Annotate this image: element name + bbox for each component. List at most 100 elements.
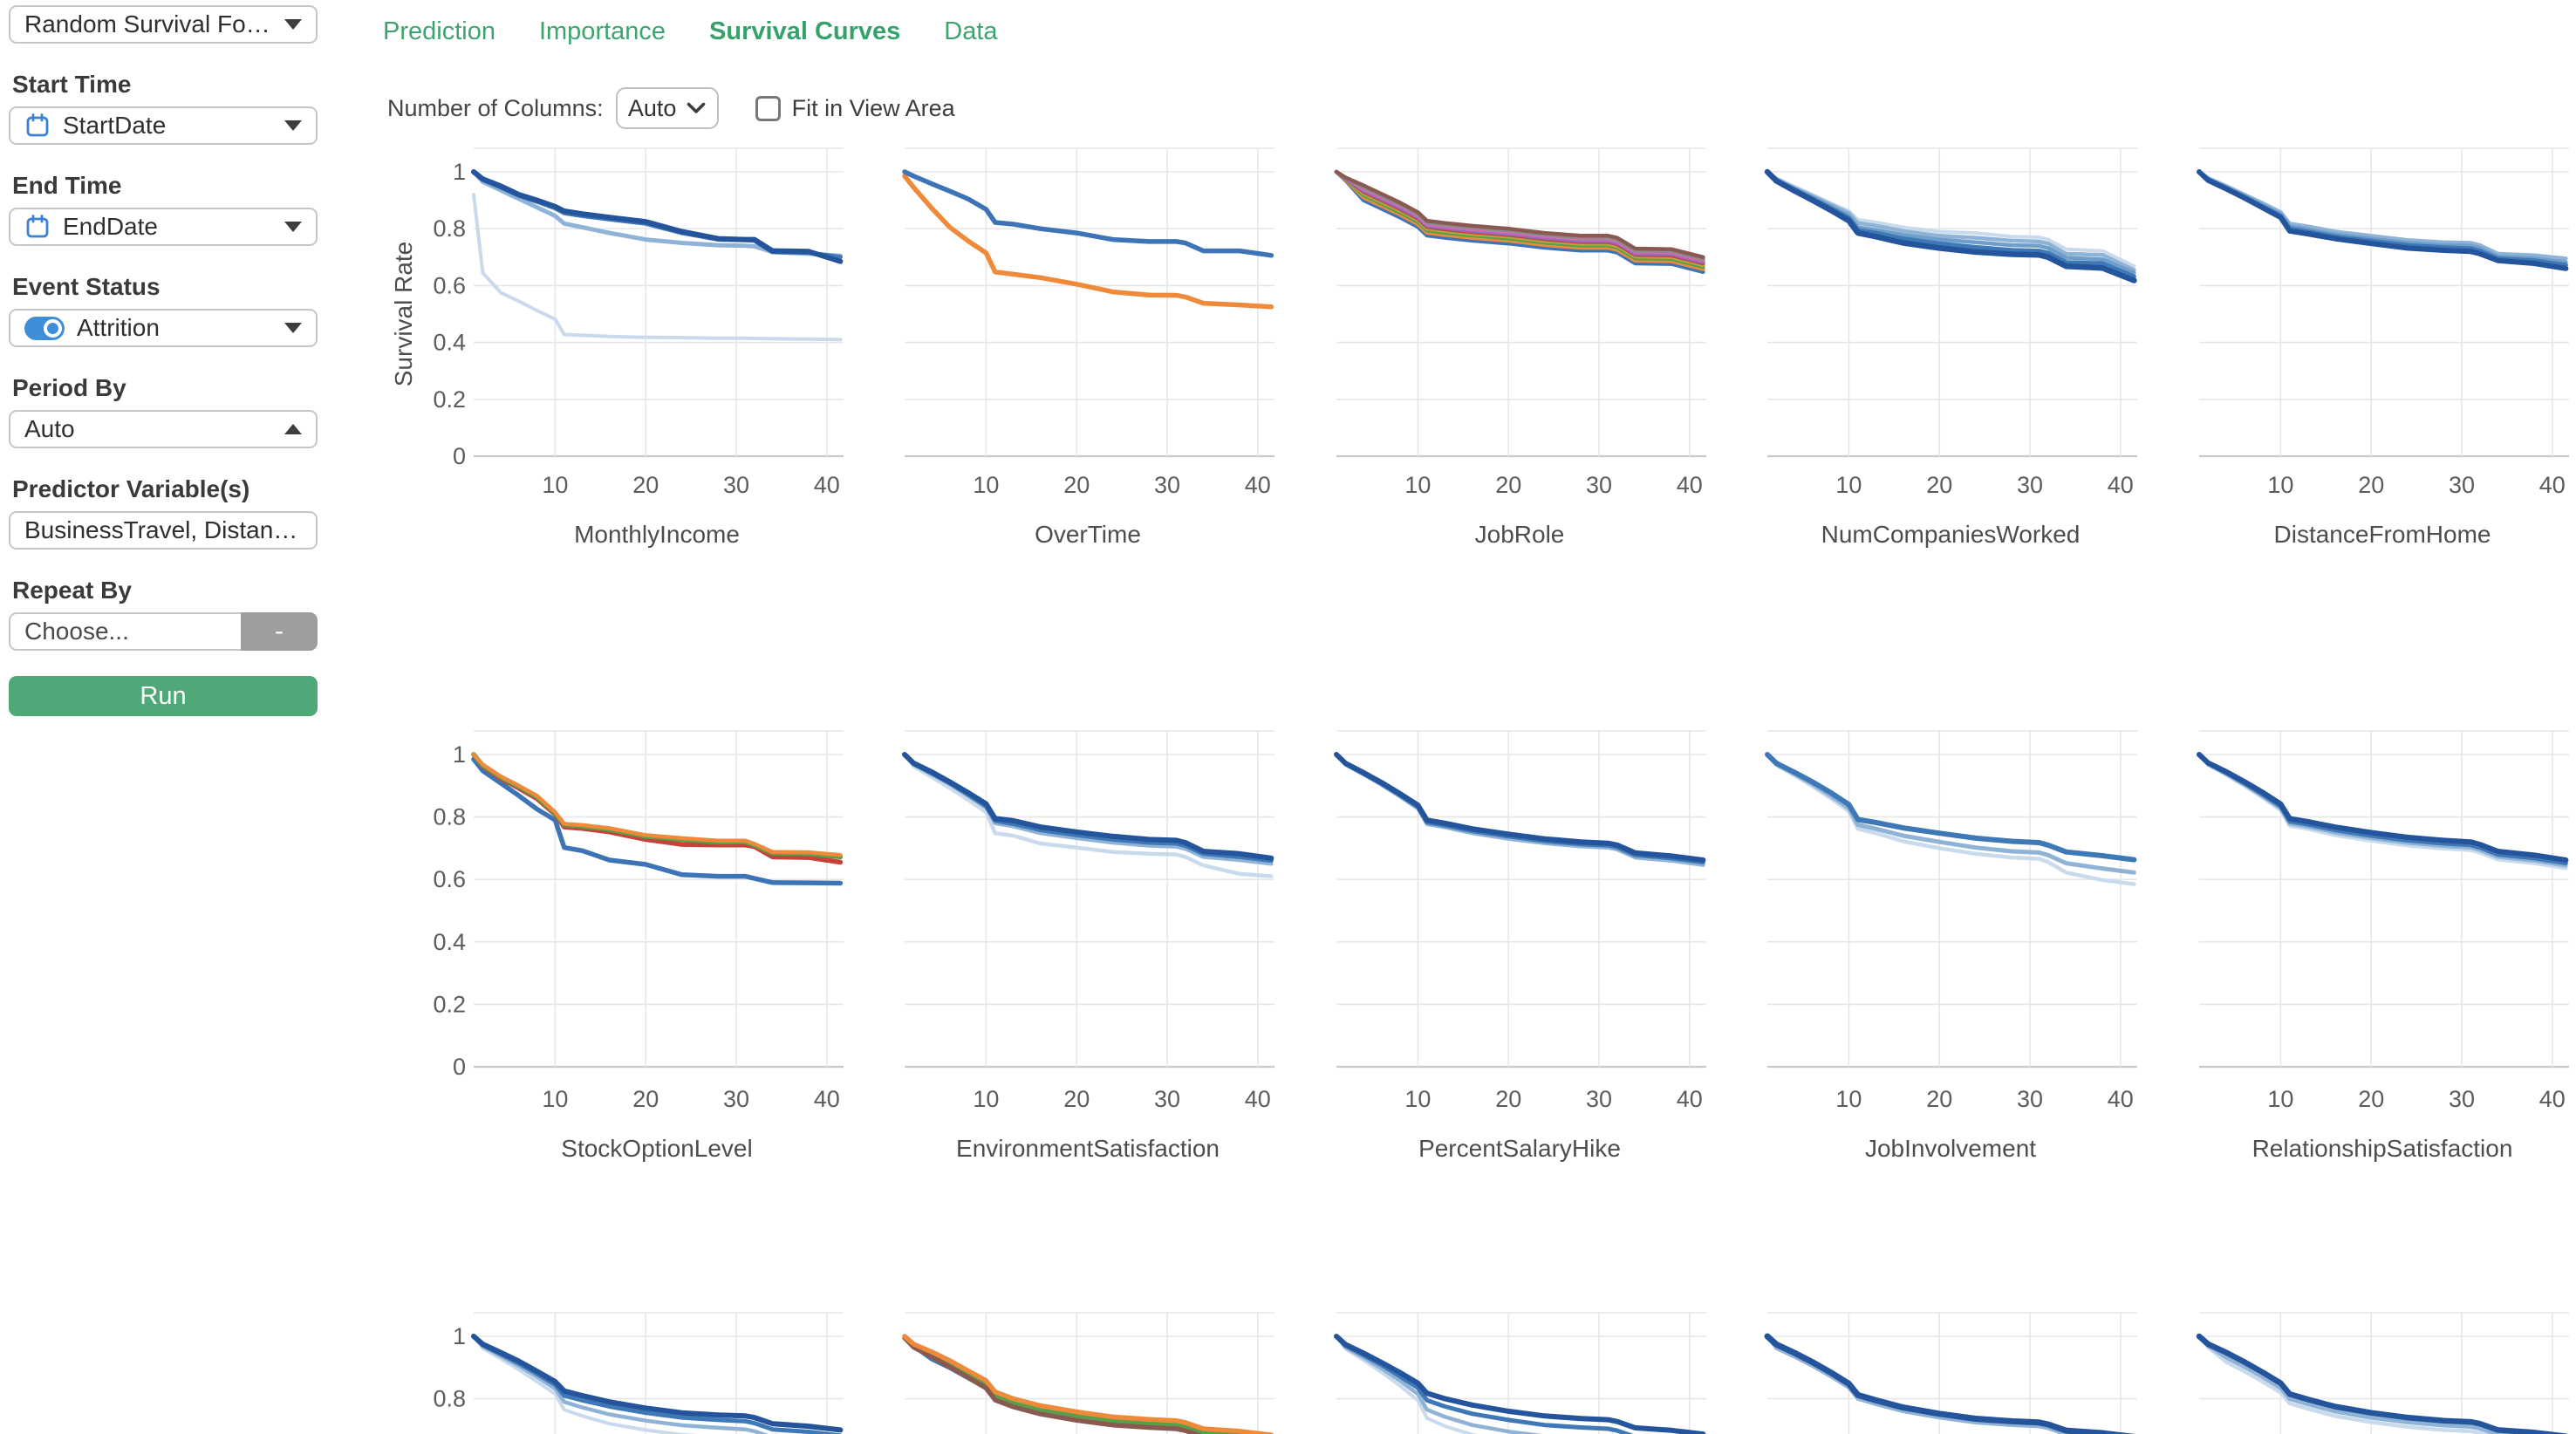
repeat-by-value: Choose... [24,618,129,645]
series-line [471,169,843,258]
survival-chart-EnvironmentSatisfaction[interactable]: 10 20 30 40 EnvironmentSatisfaction [806,722,1281,1176]
x-tick-label: 10 [542,472,568,498]
y-tick-label: 0.8 [433,804,466,830]
tab-prediction[interactable]: Prediction [383,17,495,45]
x-tick-label: 30 [2017,1086,2043,1112]
period-by-select[interactable]: Auto [9,410,318,448]
survival-chart-PercentSalaryHike[interactable]: 10 20 30 40 PercentSalaryHike [1238,722,1713,1176]
series-line [1334,752,1706,863]
series-line [2197,169,2568,268]
tab-survival-curves[interactable]: Survival Curves [709,17,901,45]
series-line [902,169,1274,258]
repeat-by-remove-button[interactable]: - [241,612,318,651]
x-tick-label: 40 [1245,1086,1271,1112]
series-line [1765,169,2136,279]
survival-chart-StockOptionLevel[interactable]: 0 0.2 0.4 0.6 0.8 1 10 20 30 40 StockOptionLevel [375,722,851,1176]
survival-chart-JobInvolvement[interactable]: 10 20 30 40 JobInvolvement [1669,722,2144,1176]
x-tick-label: 30 [723,472,749,498]
fit-view-checkbox[interactable] [755,95,781,121]
survival-chart-row3-col5[interactable] [2101,1304,2576,1434]
run-button[interactable]: Run [9,676,318,716]
series-line [471,752,843,857]
chart-title: StockOptionLevel [561,1135,752,1162]
x-tick-label: 20 [1926,1086,1952,1112]
sidebar: Random Survival Forest Start Time StartD… [9,5,318,716]
series-line [471,756,844,886]
survival-chart-MonthlyIncome[interactable]: 0 0.2 0.4 0.6 0.8 1 Survival Rate 10 20 30 40 Month… [375,140,851,576]
series-line [1765,169,2136,272]
survival-chart-NumCompaniesWorked[interactable]: 10 20 30 40 NumCompaniesWorked [1669,140,2144,576]
tab-data[interactable]: Data [944,17,998,45]
survival-chart-row3-col2[interactable] [806,1304,1281,1434]
x-tick-label: 10 [973,1086,999,1112]
survival-chart-row3-col4[interactable] [1669,1304,2144,1434]
chart-controls: Number of Columns: Auto Fit in View Area [387,87,955,129]
repeat-by-label: Repeat By [12,577,132,604]
repeat-by-group: Repeat By Choose... - [9,577,318,651]
fit-view-label: Fit in View Area [791,94,955,121]
series-line [471,752,844,865]
x-tick-label: 30 [1154,472,1180,498]
chevron-down-icon [284,120,302,131]
x-tick-label: 20 [1063,472,1090,498]
chevron-down-icon [284,222,302,232]
series-line [472,193,843,342]
event-status-select[interactable]: Attrition [9,309,318,347]
series-line [2197,169,2568,264]
chevron-up-icon [284,424,302,434]
y-axis-title: Survival Rate [390,242,417,387]
x-tick-label: 10 [1404,472,1431,498]
model-select[interactable]: Random Survival Forest [9,5,318,44]
x-tick-label: 10 [1835,1086,1862,1112]
chevron-down-icon [687,102,706,113]
x-tick-label: 20 [632,1086,659,1112]
series-line [902,1334,1227,1434]
y-tick-label: 0.4 [433,929,466,955]
columns-count-select[interactable]: Auto [615,87,719,129]
minus-icon: - [275,617,284,645]
series-line [1765,752,2137,863]
repeat-by-select[interactable]: Choose... [9,612,241,651]
series-line [471,169,844,264]
x-tick-label: 20 [1063,1086,1090,1112]
end-time-label: End Time [12,172,122,199]
series-line [2197,752,2568,866]
y-tick-label: 0.8 [433,1386,466,1412]
predictor-input[interactable]: BusinessTravel, DistanceFr… [9,511,318,550]
calendar-icon [24,113,51,139]
survival-chart-JobRole[interactable]: 10 20 30 40 JobRole [1238,140,1713,576]
series-line [1334,169,1705,260]
chart-title: MonthlyIncome [574,521,740,548]
x-tick-label: 40 [2108,472,2134,498]
chevron-down-icon [284,323,302,333]
period-by-group: Period By Auto [9,374,318,448]
start-time-select[interactable]: StartDate [9,106,318,145]
columns-count-label: Number of Columns: [387,94,604,121]
x-tick-label: 30 [2449,1086,2475,1112]
x-tick-label: 30 [1586,1086,1612,1112]
survival-chart-DistanceFromHome[interactable]: 10 20 30 40 DistanceFromHome [2101,140,2576,576]
y-tick-label: 1 [453,159,466,185]
x-tick-label: 20 [1495,1086,1521,1112]
survival-chart-RelationshipSatisfaction[interactable]: 10 20 30 40 RelationshipSatisfaction [2101,722,2576,1176]
x-tick-label: 30 [2017,472,2043,498]
survival-chart-row3-col3[interactable] [1238,1304,1713,1434]
series-line [902,174,1274,310]
x-tick-label: 40 [2539,1086,2566,1112]
survival-chart-row3-col1[interactable]: 00.20.40.60.81 [375,1304,851,1434]
end-time-select[interactable]: EndDate [9,208,318,246]
series-line [1765,1334,2090,1434]
x-tick-label: 40 [2539,472,2566,498]
x-tick-label: 10 [2267,472,2293,498]
survival-chart-OverTime[interactable]: 10 20 30 40 OverTime [806,140,1281,576]
series-line [471,1334,769,1434]
tab-importance[interactable]: Importance [538,17,666,45]
series-line [2197,1334,2489,1434]
calendar-icon [24,214,51,240]
start-time-group: Start Time StartDate [9,71,318,145]
series-line [1334,169,1705,275]
series-line [1334,752,1705,867]
series-line [1765,169,2136,275]
chart-title: JobRole [1475,521,1565,548]
